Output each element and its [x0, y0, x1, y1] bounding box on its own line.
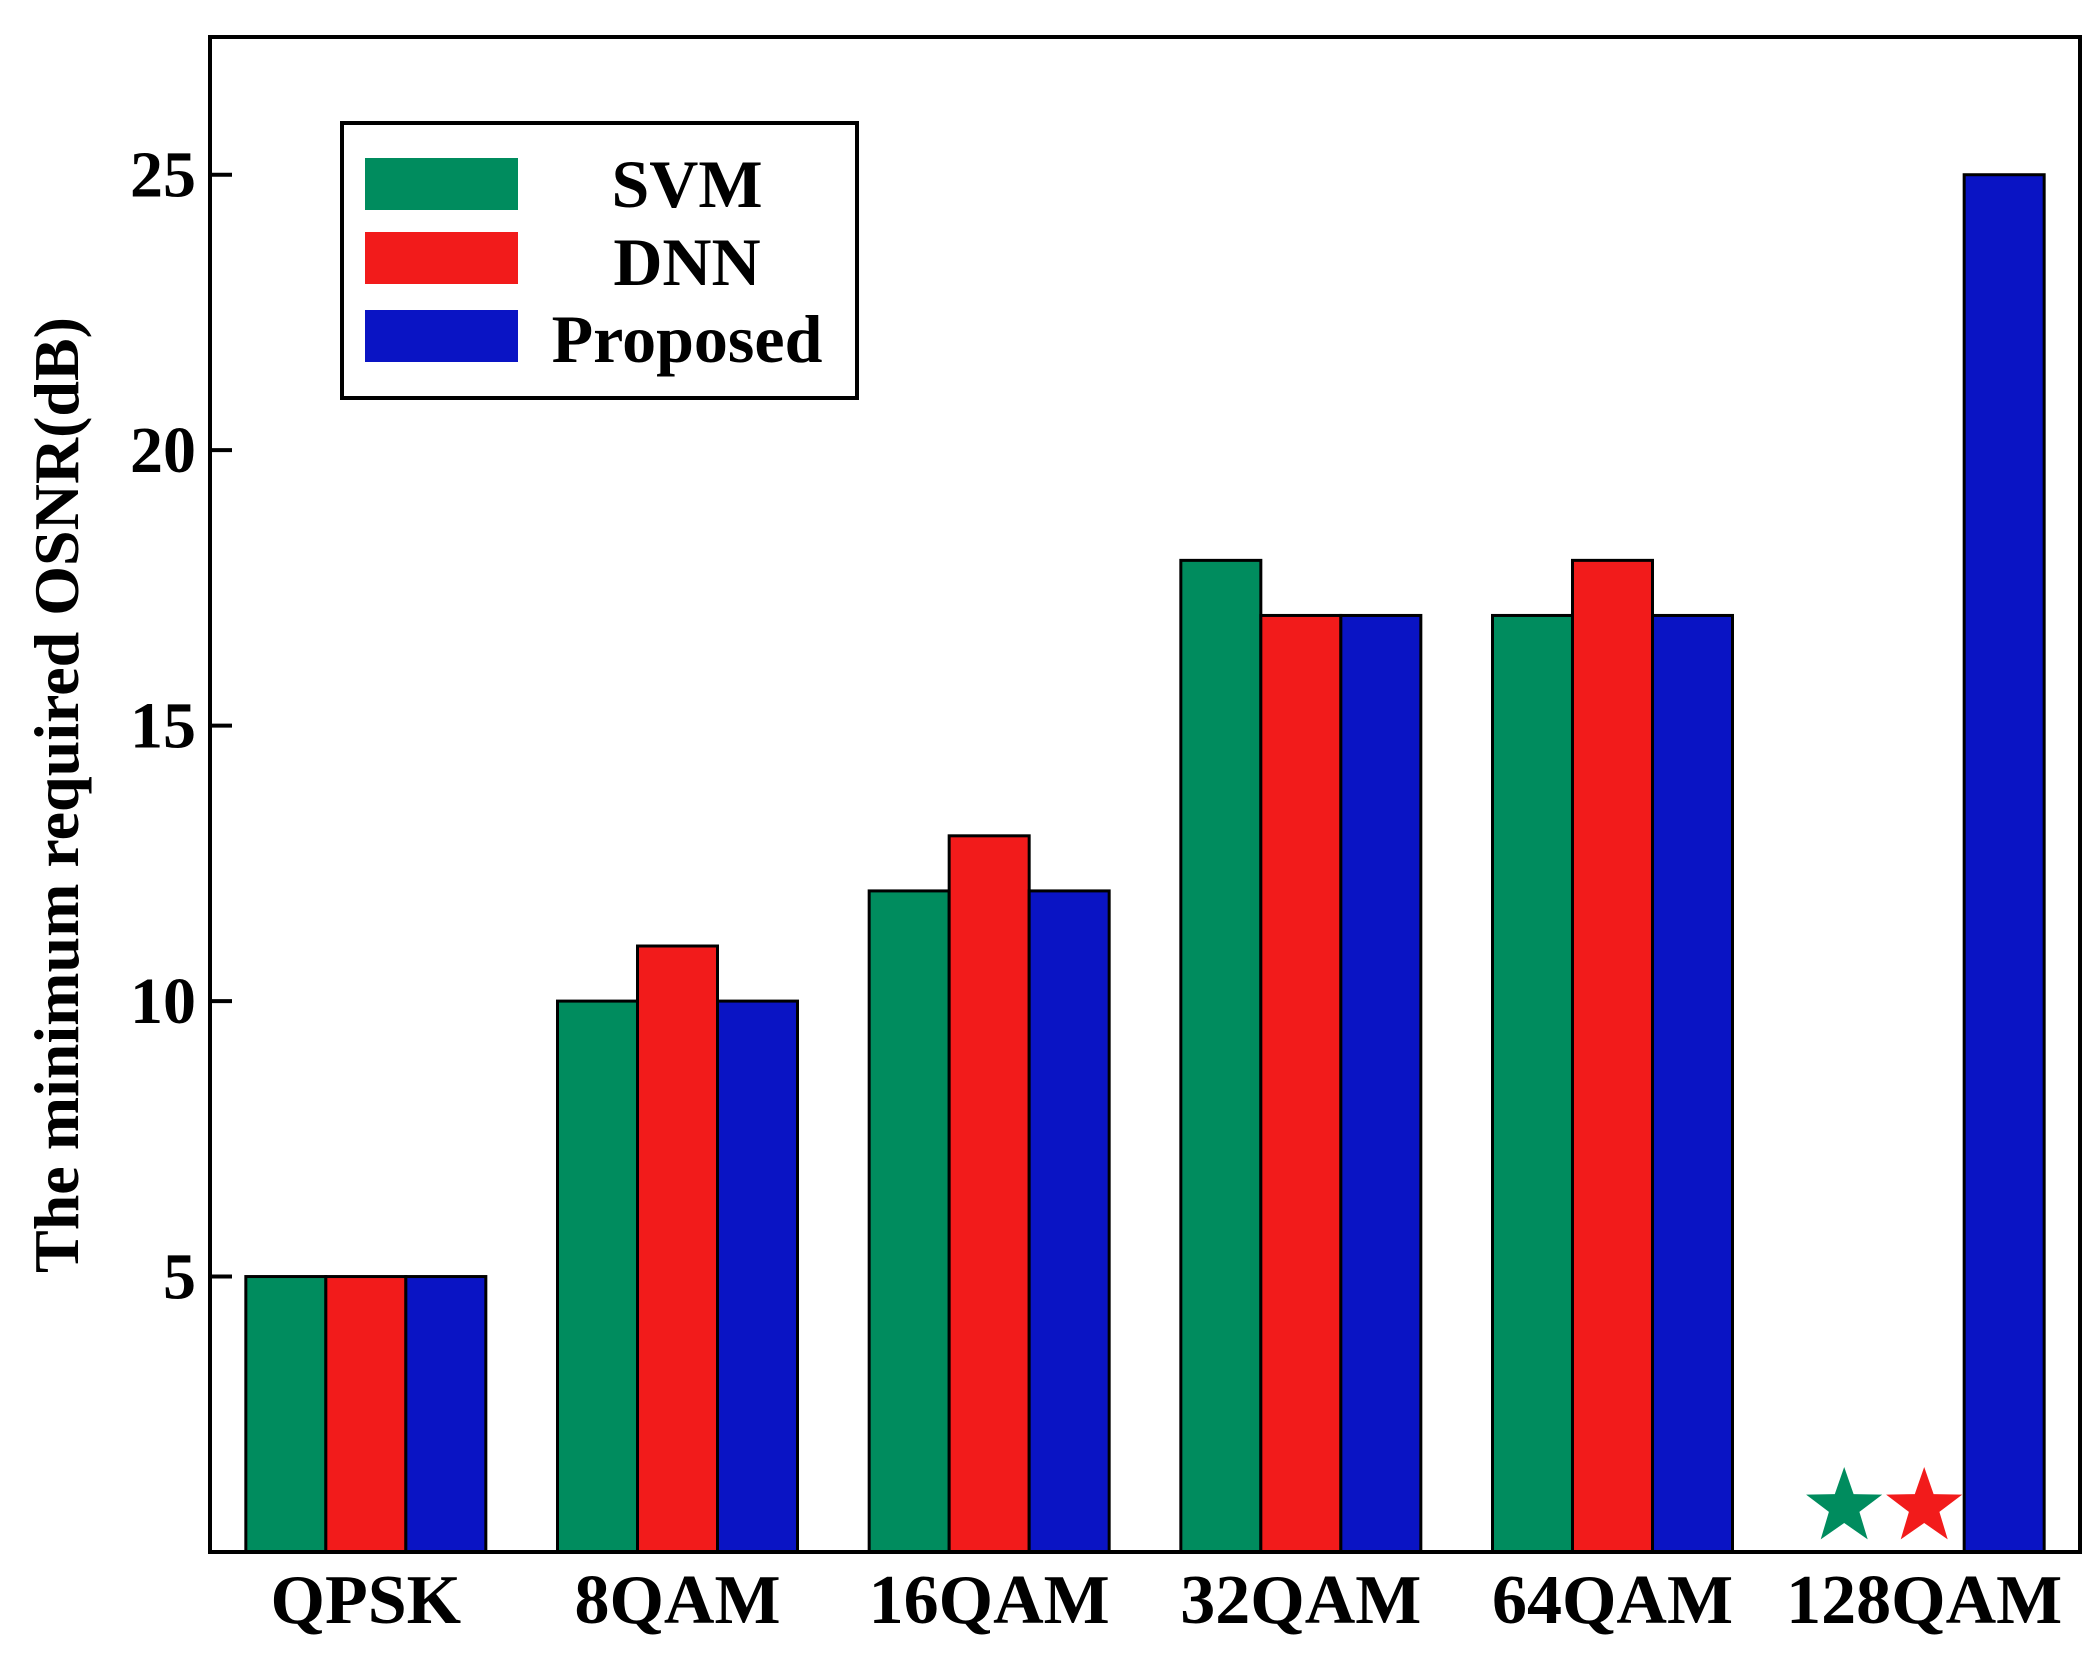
bar-proposed-128qam [1962, 173, 2046, 1554]
y-axis-label: The minimum required OSNR(dB) [21, 317, 92, 1273]
star-marker-svm-128qam [1806, 1467, 1883, 1540]
legend-swatch-dnn [365, 232, 518, 284]
x-tick-label-8qam: 8QAM [574, 1562, 780, 1639]
x-tick-label-qpsk: QPSK [271, 1562, 462, 1639]
legend-swatch-svm [365, 158, 518, 210]
bar-proposed-qpsk [404, 1275, 488, 1554]
bar-proposed-8qam [716, 999, 799, 1554]
bar-svm-8qam [556, 999, 639, 1554]
bars-layer [244, 173, 2046, 1554]
bar-dnn-32qam [1259, 613, 1343, 1554]
y-tick-label-10: 10 [130, 965, 196, 1038]
markers-layer [1806, 1467, 1963, 1540]
y-tick-label-15: 15 [130, 690, 196, 763]
bar-svm-16qam [867, 889, 951, 1554]
bar-svm-32qam [1179, 558, 1263, 1554]
plot-area-frame [208, 35, 2082, 1554]
y-axis: 5 10 15 20 25 [130, 139, 232, 1314]
bar-svm-64qam [1491, 613, 1574, 1554]
bar-dnn-8qam [636, 944, 719, 1554]
y-tick-label-20: 20 [130, 414, 196, 487]
legend-label-svm: SVM [611, 146, 762, 222]
bar-proposed-64qam [1651, 613, 1734, 1554]
bar-dnn-64qam [1571, 558, 1654, 1554]
legend: SVM DNN Proposed [340, 121, 859, 400]
y-tick-label-5: 5 [163, 1241, 196, 1314]
bar-proposed-16qam [1027, 889, 1111, 1554]
x-tick-label-128qam: 128QAM [1786, 1562, 2062, 1639]
star-marker-dnn-128qam [1886, 1467, 1963, 1540]
bar-dnn-qpsk [324, 1275, 408, 1554]
x-tick-label-64qam: 64QAM [1492, 1562, 1733, 1639]
bar-svm-qpsk [244, 1275, 328, 1554]
y-tick-label-25: 25 [130, 139, 196, 212]
legend-swatch-proposed [365, 310, 518, 362]
bar-dnn-16qam [947, 834, 1031, 1554]
x-tick-label-32qam: 32QAM [1180, 1562, 1421, 1639]
bar-proposed-32qam [1339, 613, 1423, 1554]
x-axis: QPSK 8QAM 16QAM 32QAM 64QAM 128QAM [271, 1562, 2063, 1639]
legend-label-dnn: DNN [613, 224, 760, 300]
x-tick-label-16qam: 16QAM [869, 1562, 1110, 1639]
legend-label-proposed: Proposed [552, 301, 823, 377]
